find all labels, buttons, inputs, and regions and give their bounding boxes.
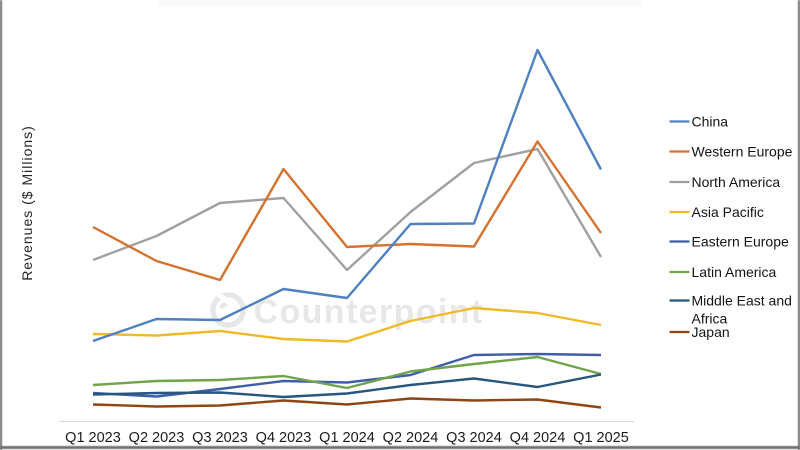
svg-text:Asia Pacific: Asia Pacific <box>692 204 764 220</box>
svg-text:Eastern Europe: Eastern Europe <box>692 234 789 250</box>
svg-text:Western Europe: Western Europe <box>692 144 793 160</box>
svg-text:Q2 2024: Q2 2024 <box>383 430 439 446</box>
svg-text:Latin America: Latin America <box>692 264 777 280</box>
svg-text:Q3 2023: Q3 2023 <box>192 430 248 446</box>
svg-text:Q1 2025: Q1 2025 <box>573 430 629 446</box>
svg-text:Q3 2024: Q3 2024 <box>446 430 502 446</box>
svg-text:Q1 2023: Q1 2023 <box>65 430 121 446</box>
svg-text:Q1 2024: Q1 2024 <box>319 430 375 446</box>
svg-text:Q2 2023: Q2 2023 <box>129 430 185 446</box>
svg-text:Q4 2023: Q4 2023 <box>256 430 312 446</box>
svg-text:Middle East and: Middle East and <box>692 293 792 309</box>
svg-text:China: China <box>692 114 729 130</box>
svg-text:Counterpoint: Counterpoint <box>254 293 484 331</box>
svg-text:Q4 2024: Q4 2024 <box>510 430 566 446</box>
svg-text:Japan: Japan <box>692 324 730 340</box>
svg-text:Africa: Africa <box>692 311 728 327</box>
svg-text:North America: North America <box>692 174 781 190</box>
